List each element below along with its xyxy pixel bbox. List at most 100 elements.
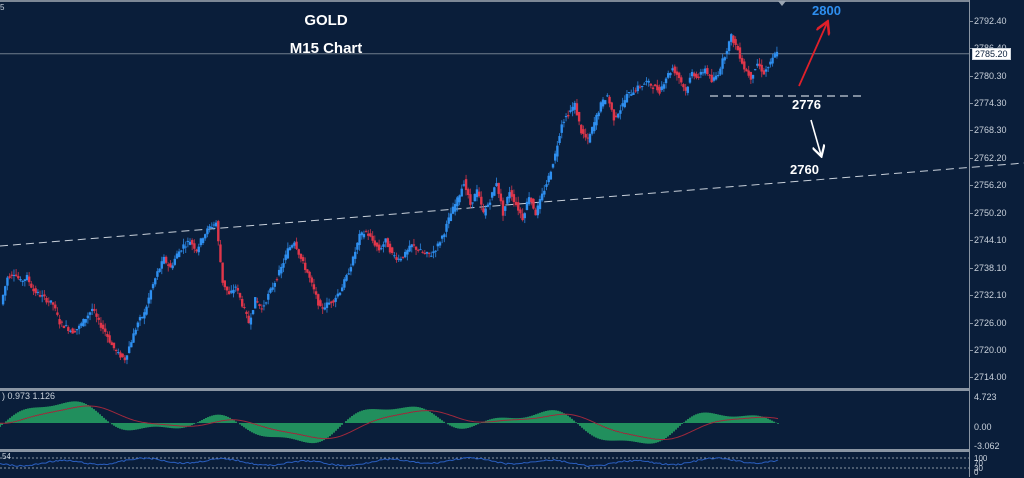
candle	[460, 188, 463, 197]
candle	[225, 286, 229, 291]
candle	[543, 190, 546, 195]
candle	[4, 286, 7, 296]
candle	[347, 273, 350, 275]
price-tick	[969, 294, 973, 296]
rsi-tick-0: 0	[974, 468, 979, 477]
candle	[693, 73, 696, 77]
price-tick	[969, 240, 973, 242]
candle	[732, 35, 735, 44]
candle	[41, 295, 44, 297]
price-tick	[969, 158, 973, 160]
candle	[243, 307, 246, 309]
candle	[91, 308, 94, 312]
candle	[597, 112, 600, 117]
candle	[771, 57, 774, 64]
pane-separator-rsi[interactable]	[0, 449, 970, 452]
candle	[171, 265, 174, 269]
candle	[538, 199, 542, 210]
candle	[330, 301, 333, 304]
candle	[80, 323, 83, 326]
candle	[23, 279, 27, 281]
candle	[8, 276, 11, 278]
candle	[221, 262, 224, 283]
candle	[356, 242, 359, 250]
macd-label: ) 0.973 1.126	[2, 391, 56, 401]
candle	[264, 302, 268, 304]
candle	[269, 288, 272, 293]
shift-marker-icon[interactable]	[778, 1, 786, 6]
candle	[299, 253, 303, 259]
candle	[497, 182, 500, 194]
candle	[645, 80, 648, 82]
candle	[617, 113, 620, 118]
candle	[397, 258, 400, 260]
candle	[443, 234, 446, 238]
candle	[323, 307, 326, 310]
candle	[162, 256, 166, 264]
candle	[375, 242, 379, 247]
candle	[236, 287, 240, 291]
candle	[758, 63, 761, 67]
candle	[706, 68, 709, 75]
candle	[408, 245, 411, 252]
trendline[interactable]	[0, 162, 1024, 247]
candle	[501, 200, 505, 216]
candle	[125, 355, 129, 360]
candle	[223, 280, 227, 288]
arrow-down-icon	[810, 119, 821, 155]
candle	[193, 243, 196, 249]
price-tick-label: 2726.00	[974, 317, 1007, 328]
candle	[112, 342, 116, 349]
candle	[123, 357, 127, 361]
candle	[534, 209, 537, 216]
candle	[73, 330, 77, 333]
candle	[34, 288, 37, 294]
candle	[619, 110, 622, 114]
candle	[21, 281, 24, 283]
candle	[49, 300, 53, 303]
candle	[164, 256, 168, 263]
candle	[603, 100, 607, 105]
candle	[360, 232, 363, 236]
candle	[188, 241, 192, 245]
candle	[199, 238, 203, 246]
candle	[284, 254, 287, 261]
candle	[721, 58, 724, 69]
candle	[217, 221, 220, 242]
candle	[110, 342, 113, 346]
candle	[25, 275, 29, 281]
candle	[764, 69, 768, 72]
candle	[130, 342, 133, 348]
price-tick	[969, 75, 973, 77]
candle	[475, 189, 479, 198]
candle	[354, 251, 357, 259]
candle	[93, 309, 96, 311]
candle	[686, 86, 689, 93]
candle	[288, 247, 292, 251]
candle	[251, 310, 255, 315]
candle	[232, 289, 235, 294]
candle	[519, 209, 522, 214]
candle	[653, 84, 657, 87]
candle	[64, 325, 68, 327]
candle	[195, 249, 198, 252]
candle	[132, 333, 135, 343]
candle	[662, 84, 666, 89]
candle	[364, 231, 368, 233]
candle	[593, 122, 596, 132]
candle	[627, 92, 631, 94]
candle	[290, 245, 294, 248]
candle	[606, 95, 609, 97]
price-tick	[969, 130, 973, 132]
candle	[410, 244, 413, 248]
price-tick	[969, 377, 973, 378]
candle	[238, 293, 242, 298]
candle	[314, 291, 318, 295]
candle	[425, 252, 429, 254]
candle	[310, 277, 313, 283]
candle	[699, 71, 703, 75]
candle	[640, 85, 644, 87]
pane-separator-macd[interactable]	[0, 388, 970, 391]
